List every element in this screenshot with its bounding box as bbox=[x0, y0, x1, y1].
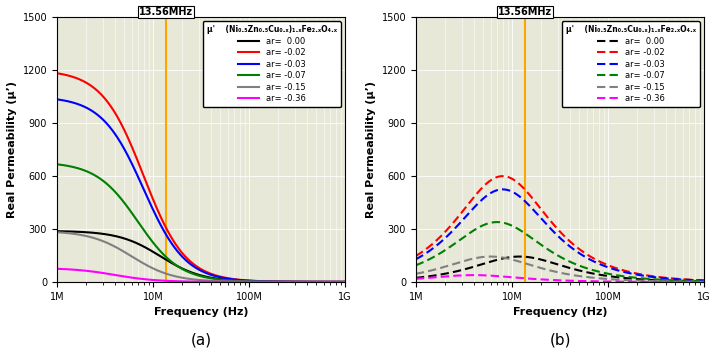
Y-axis label: Real Permeability (μ’): Real Permeability (μ’) bbox=[7, 81, 17, 218]
Text: (a): (a) bbox=[190, 333, 212, 348]
Legend: ar=  0.00, ar= -0.02, ar= -0.03, ar= -0.07, ar= -0.15, ar= -0.36: ar= 0.00, ar= -0.02, ar= -0.03, ar= -0.0… bbox=[561, 21, 700, 107]
Legend: ar=  0.00, ar= -0.02, ar= -0.03, ar= -0.07, ar= -0.15, ar= -0.36: ar= 0.00, ar= -0.02, ar= -0.03, ar= -0.0… bbox=[202, 21, 341, 107]
Text: (b): (b) bbox=[549, 333, 571, 348]
X-axis label: Frequency (Hz): Frequency (Hz) bbox=[154, 307, 248, 317]
X-axis label: Frequency (Hz): Frequency (Hz) bbox=[513, 307, 607, 317]
Text: 13.56MHz: 13.56MHz bbox=[498, 7, 551, 17]
Y-axis label: Real Permeability (μ’): Real Permeability (μ’) bbox=[366, 81, 376, 218]
Text: 13.56MHz: 13.56MHz bbox=[139, 7, 192, 17]
